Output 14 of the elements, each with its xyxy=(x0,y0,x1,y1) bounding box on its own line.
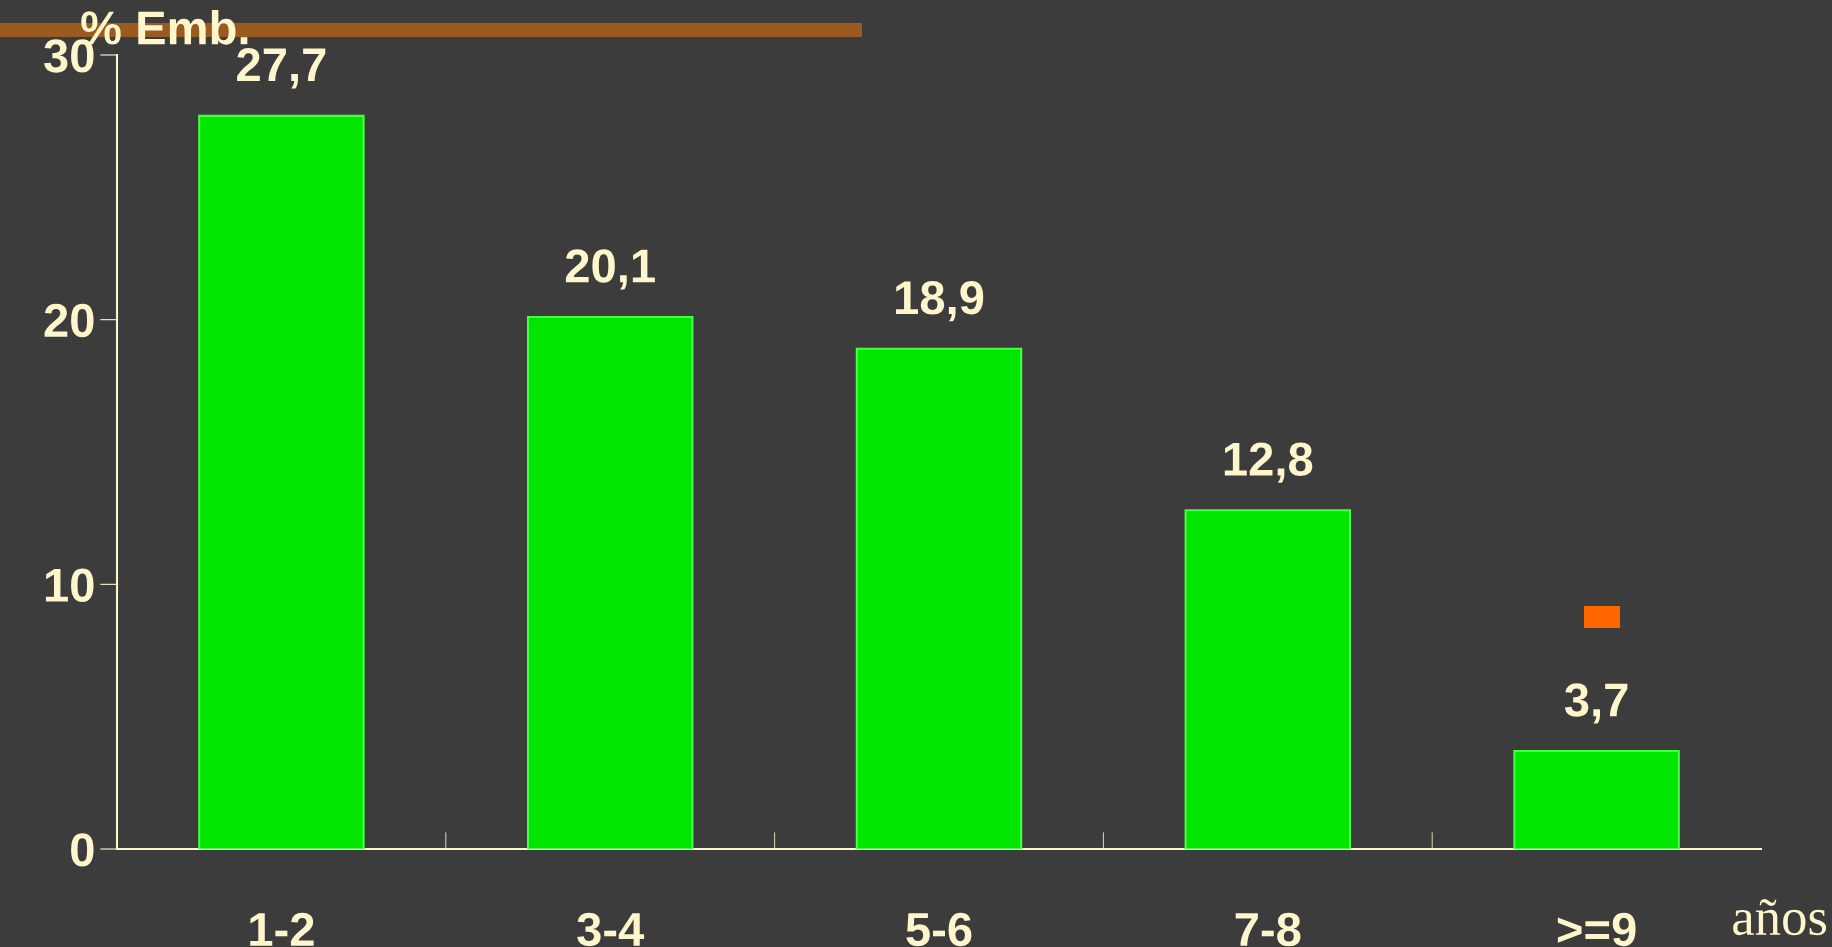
x-tick-label: 7-8 xyxy=(1235,912,1301,947)
x-axis-title: años xyxy=(1733,899,1827,936)
x-tick-label: 3-4 xyxy=(577,912,645,947)
y-tick-label: 20 xyxy=(44,303,94,338)
x-tick-label: >=9 xyxy=(1557,912,1636,947)
data-label: 20,1 xyxy=(565,249,655,290)
data-label: 27,7 xyxy=(237,48,326,89)
y-tick-label: 0 xyxy=(71,833,94,867)
data-label: 12,8 xyxy=(1224,442,1313,483)
x-tick-label: 5-6 xyxy=(906,912,972,947)
data-label: 3,7 xyxy=(1564,683,1628,724)
x-tick-label: 1-2 xyxy=(250,912,314,946)
y-tick-label: 10 xyxy=(45,568,94,602)
data-label: 18,9 xyxy=(896,281,984,322)
